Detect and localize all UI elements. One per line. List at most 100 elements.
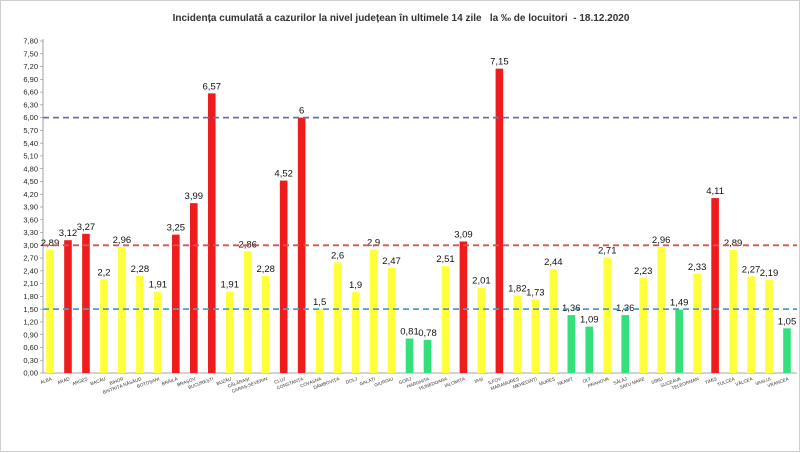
data-label: 1,9	[349, 280, 362, 291]
data-label: 2,96	[652, 235, 671, 246]
bar	[567, 315, 576, 373]
y-tick-label: 7,50	[23, 49, 38, 58]
data-label: 7,15	[490, 57, 509, 68]
y-tick-label: 5,70	[23, 126, 38, 135]
x-tick-label: DOLJ	[345, 376, 358, 385]
bar	[387, 267, 396, 373]
y-tick-label: 1,80	[23, 292, 38, 301]
data-label: 6,57	[203, 81, 222, 92]
x-tick-label: TIMIȘ	[704, 376, 717, 385]
data-label: 2,01	[472, 275, 491, 286]
bar	[369, 249, 378, 373]
y-tick-label: 3,00	[23, 241, 38, 250]
x-tick-label: PRAHOVA	[587, 376, 610, 389]
y-tick-label: 0,00	[23, 369, 38, 378]
x-tick-label: BRAȘOV	[176, 376, 197, 388]
x-tick-label: GORJ	[398, 376, 412, 385]
data-label: 4,52	[274, 169, 293, 180]
y-tick-label: 1,50	[23, 305, 38, 314]
y-tick-label: 0,60	[23, 343, 38, 352]
bar	[154, 291, 162, 373]
bar	[297, 117, 306, 373]
y-tick-label: 7,20	[23, 62, 38, 71]
data-label: 2,51	[436, 254, 455, 265]
data-label: 1,82	[508, 284, 527, 295]
x-tick-label: ARAD	[57, 376, 71, 385]
data-label: 2,28	[256, 264, 275, 275]
data-label: 2,89	[724, 238, 743, 249]
bar	[118, 247, 126, 373]
x-tick-label: MUREȘ	[538, 376, 555, 386]
data-label: 2,33	[688, 262, 707, 273]
y-tick-label: 4,20	[23, 190, 38, 199]
y-tick-label: 3,90	[23, 203, 38, 212]
x-tick-label: IALOMIȚA	[444, 376, 467, 388]
y-tick-label: 1,20	[23, 318, 38, 327]
x-tick-label: SIBIU	[651, 376, 664, 385]
x-tick-label: IAȘI	[474, 376, 484, 384]
bar	[729, 249, 737, 373]
bar	[783, 328, 791, 373]
y-tick-label: 2,40	[23, 266, 38, 275]
bar	[693, 273, 701, 373]
data-label: 1,91	[221, 280, 240, 291]
data-label: 1,36	[562, 303, 581, 314]
data-label: 3,09	[454, 229, 473, 240]
bar	[657, 247, 665, 373]
y-tick-label: 4,50	[23, 177, 38, 186]
data-label: 3,27	[77, 222, 96, 233]
y-tick-label: 5,40	[23, 139, 38, 148]
data-label: 1,49	[670, 298, 689, 309]
x-tick-label: VÂLCEA	[734, 375, 754, 387]
y-tick-label: 0,90	[23, 330, 38, 339]
data-label: 1,09	[580, 315, 599, 326]
x-tick-label: TULCEA	[717, 376, 737, 387]
data-label: 2,23	[634, 266, 653, 277]
bar	[405, 338, 414, 373]
data-label: 2,6	[331, 250, 344, 261]
x-tick-label: SĂLAJ	[612, 375, 627, 385]
data-label: 2,2	[97, 267, 110, 278]
data-label: 1,5	[313, 297, 326, 308]
bar	[225, 291, 234, 373]
y-tick-label: 3,60	[23, 215, 38, 224]
x-tick-label: GALAȚI	[359, 376, 376, 386]
y-tick-label: 7,80	[23, 37, 38, 46]
bar	[333, 262, 342, 373]
bar	[46, 249, 54, 373]
x-tick-label: NEAMȚ	[557, 376, 574, 386]
bar	[549, 269, 558, 373]
x-tick-label: OLT	[582, 376, 592, 384]
data-label: 2,44	[544, 257, 563, 268]
bar	[621, 315, 630, 373]
data-label: 0,78	[418, 328, 437, 339]
data-label: 4,11	[706, 186, 724, 197]
y-tick-label: 6,00	[23, 113, 38, 122]
data-label: 1,73	[526, 287, 545, 298]
data-label: 2,19	[760, 268, 779, 279]
y-tick-label: 4,80	[23, 164, 38, 173]
y-tick-label: 6,30	[23, 100, 38, 109]
x-tick-label: VRANCEA	[767, 376, 790, 389]
x-tick-label: ILFOV	[488, 376, 503, 386]
data-label: 3,12	[59, 228, 78, 239]
bar	[423, 339, 432, 373]
bar	[711, 198, 719, 373]
bar	[459, 241, 468, 373]
chart-title: Incidența cumulată a cazurilor la nivel …	[172, 13, 630, 24]
bar	[603, 257, 612, 373]
x-tick-label: CLUJ	[274, 376, 287, 385]
y-tick-label: 6,60	[23, 88, 38, 97]
bar	[477, 287, 486, 373]
data-label: 2,47	[382, 256, 401, 267]
bar	[765, 279, 773, 373]
bar	[531, 299, 540, 373]
bar	[82, 233, 90, 373]
bar	[351, 292, 360, 373]
data-label: 1,05	[778, 316, 797, 327]
bar	[747, 276, 755, 373]
bar	[315, 309, 324, 373]
x-tick-label: ARGEȘ	[71, 376, 88, 386]
